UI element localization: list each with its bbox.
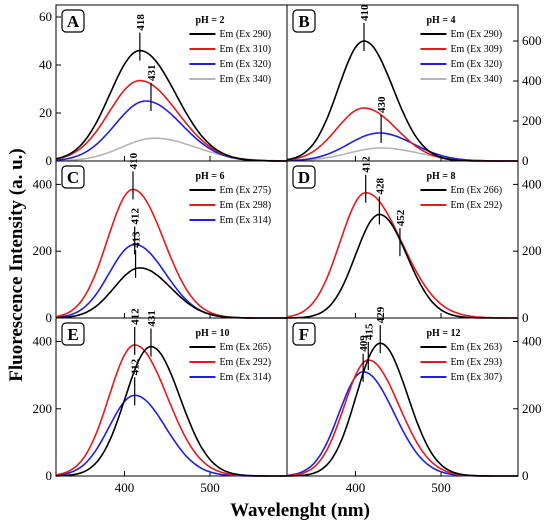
panel-letter-badge: F — [292, 322, 316, 346]
peak-label: 430 — [376, 96, 388, 113]
peak-label: 431 — [146, 65, 158, 82]
panel-letter-badge: A — [61, 9, 85, 33]
y-tick-label: 200 — [522, 113, 542, 128]
x-tick-label: 500 — [431, 480, 451, 495]
series-line-1 — [287, 342, 518, 477]
panel-letter: F — [299, 325, 309, 344]
peak-label: 409 — [358, 335, 370, 352]
y-tick-label: 0 — [522, 153, 529, 168]
series-line-1 — [55, 345, 287, 477]
peak-label: 412 — [361, 156, 373, 173]
ph-label: pH = 6 — [195, 171, 224, 182]
peak-label: 412 — [130, 308, 142, 325]
y-tick-label: 400 — [522, 176, 542, 191]
peak-label: 412 — [130, 358, 142, 375]
panel-c: 0 200 400 410 412 413 C pH = 6 Em (Ex 275) Em (Ex… — [33, 152, 288, 325]
y-tick-label: 400 — [522, 334, 542, 349]
panel-letter: D — [298, 168, 310, 187]
legend-entry: Em (Ex 290) — [450, 29, 502, 40]
legend-entry: Em (Ex 310) — [219, 44, 271, 55]
x-tick-label: 400 — [115, 480, 135, 495]
legend-entry: Em (Ex 340) — [219, 74, 271, 85]
legend-entry: Em (Ex 265) — [219, 342, 271, 353]
x-tick-label: 500 — [200, 480, 220, 495]
y-tick-label: 0 — [522, 468, 529, 483]
panel-letter: C — [67, 168, 79, 187]
panel-letter-badge: E — [61, 322, 85, 346]
peak-label: 410 — [128, 152, 140, 169]
panel-letter: A — [67, 12, 80, 31]
peak-label: 413 — [131, 231, 143, 248]
legend-entry: Em (Ex 314) — [219, 372, 271, 383]
panel-letter: E — [67, 325, 78, 344]
ph-label: pH = 12 — [426, 328, 460, 339]
legend-entry: Em (Ex 320) — [450, 59, 502, 70]
peak-label: 410 — [359, 4, 371, 21]
peak-label: 429 — [375, 306, 387, 323]
legend-entry: Em (Ex 307) — [450, 372, 502, 383]
legend-entry: Em (Ex 320) — [219, 59, 271, 70]
y-tick-label: 0 — [522, 310, 529, 325]
peak-label: 418 — [135, 14, 147, 31]
panels: 0 20 40 60 418 431 A pH = 2 Em (Ex 290) Em (Ex 31… — [33, 4, 542, 495]
y-tick-label: 200 — [522, 243, 542, 258]
y-tick-label: 200 — [33, 401, 53, 416]
x-tick-label: 400 — [346, 480, 366, 495]
peak-label: 431 — [146, 310, 158, 327]
x-axis-title: Wavelenght (nm) — [230, 500, 370, 521]
legend-entry: Em (Ex 292) — [219, 357, 271, 368]
legend-entry: Em (Ex 309) — [450, 44, 502, 55]
panel-letter-badge: B — [292, 9, 316, 33]
y-tick-label: 400 — [522, 73, 542, 88]
y-tick-label: 0 — [46, 153, 53, 168]
y-tick-label: 400 — [33, 176, 53, 191]
peak-label: 452 — [395, 209, 407, 226]
panel-a: 0 20 40 60 418 431 A pH = 2 Em (Ex 290) Em (Ex 31… — [39, 4, 288, 168]
y-tick-label: 20 — [39, 105, 52, 120]
panel-letter: B — [298, 12, 309, 31]
y-tick-label: 600 — [522, 33, 542, 48]
peak-label: 428 — [374, 177, 386, 194]
legend-entry: Em (Ex 263) — [450, 342, 502, 353]
y-tick-label: 200 — [33, 243, 53, 258]
series-line-1 — [55, 49, 287, 162]
ph-label: pH = 2 — [195, 15, 224, 26]
peak-label: 415 — [363, 323, 375, 340]
panel-letter-badge: C — [61, 165, 85, 189]
panel-e: 400 500 0 200 400 412 431 412 E pH = 10 Em (Ex 265… — [33, 308, 288, 495]
y-tick-label: 0 — [46, 310, 53, 325]
y-tick-label: 60 — [39, 9, 52, 24]
ph-label: pH = 4 — [426, 15, 455, 26]
legend-entry: Em (Ex 292) — [450, 200, 502, 211]
panel-b: 0 200 400 600 410 430 B pH = 4 Em (Ex 290) Em (Ex… — [286, 4, 542, 168]
legend-entry: Em (Ex 298) — [219, 200, 271, 211]
legend-entry: Em (Ex 293) — [450, 357, 502, 368]
legend-entry: Em (Ex 314) — [219, 215, 271, 226]
legend-entry: Em (Ex 275) — [219, 185, 271, 196]
peak-label: 412 — [130, 208, 142, 225]
y-tick-label: 40 — [39, 57, 52, 72]
ph-label: pH = 8 — [426, 171, 455, 182]
y-tick-label: 0 — [46, 468, 53, 483]
y-tick-label: 200 — [522, 401, 542, 416]
legend-entry: Em (Ex 290) — [219, 29, 271, 40]
y-tick-label: 400 — [33, 334, 53, 349]
panel-letter-badge: D — [292, 165, 316, 189]
legend-entry: Em (Ex 266) — [450, 185, 502, 196]
legend-entry: Em (Ex 340) — [450, 74, 502, 85]
ph-label: pH = 10 — [195, 328, 229, 339]
panel-frame — [286, 317, 519, 477]
y-axis-title: Fluorescence Intensity (a. u.) — [6, 148, 27, 381]
